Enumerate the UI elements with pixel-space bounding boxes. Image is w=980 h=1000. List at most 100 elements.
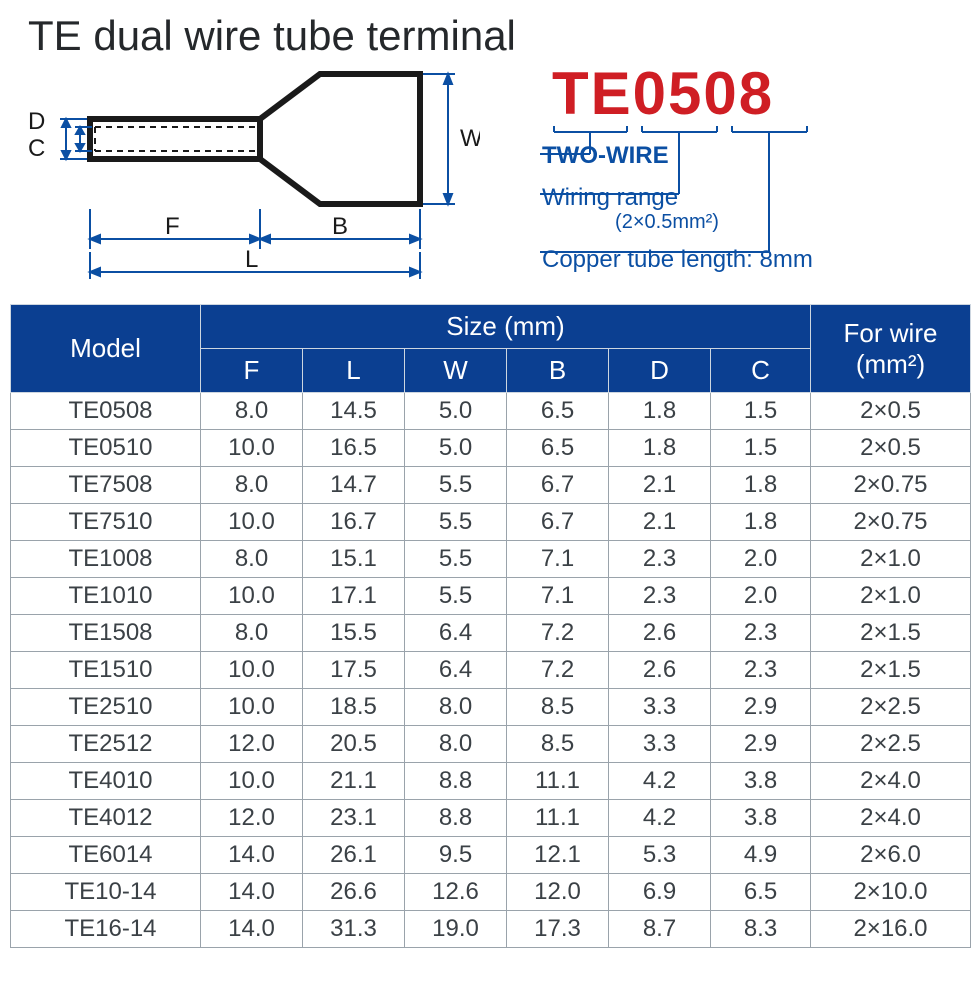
cell-wire: 2×0.75 <box>811 467 971 504</box>
cell-B: 7.2 <box>507 615 609 652</box>
cell-C: 2.9 <box>711 689 811 726</box>
cell-D: 3.3 <box>609 689 711 726</box>
cell-C: 3.8 <box>711 763 811 800</box>
cell-B: 11.1 <box>507 763 609 800</box>
cell-C: 1.8 <box>711 467 811 504</box>
cell-W: 5.5 <box>405 578 507 615</box>
cell-W: 5.5 <box>405 541 507 578</box>
cell-L: 21.1 <box>303 763 405 800</box>
cell-C: 4.9 <box>711 837 811 874</box>
dim-label-l: L <box>245 246 258 273</box>
cell-D: 2.6 <box>609 615 711 652</box>
cell-model: TE0508 <box>11 393 201 430</box>
cell-D: 2.1 <box>609 467 711 504</box>
cell-D: 5.3 <box>609 837 711 874</box>
cell-W: 12.6 <box>405 874 507 911</box>
table-row: TE101010.017.15.57.12.32.02×1.0 <box>11 578 971 615</box>
legend-two-wire: TWO-WIRE <box>542 142 813 170</box>
cell-model: TE1010 <box>11 578 201 615</box>
col-L: L <box>303 349 405 393</box>
col-B: B <box>507 349 609 393</box>
cell-F: 10.0 <box>201 652 303 689</box>
cell-model: TE2512 <box>11 726 201 763</box>
table-row: TE751010.016.75.56.72.11.82×0.75 <box>11 504 971 541</box>
cell-B: 7.2 <box>507 652 609 689</box>
col-wire: For wire (mm²) <box>811 305 971 393</box>
table-row: TE251010.018.58.08.53.32.92×2.5 <box>11 689 971 726</box>
cell-B: 8.5 <box>507 726 609 763</box>
cell-model: TE0510 <box>11 430 201 467</box>
cell-W: 5.0 <box>405 430 507 467</box>
cell-B: 12.0 <box>507 874 609 911</box>
table-row: TE601414.026.19.512.15.34.92×6.0 <box>11 837 971 874</box>
cell-C: 2.0 <box>711 578 811 615</box>
col-W: W <box>405 349 507 393</box>
cell-wire: 2×0.75 <box>811 504 971 541</box>
cell-L: 15.1 <box>303 541 405 578</box>
cell-wire: 2×1.5 <box>811 652 971 689</box>
cell-D: 2.1 <box>609 504 711 541</box>
cell-W: 8.0 <box>405 689 507 726</box>
cell-model: TE4012 <box>11 800 201 837</box>
model-code-legend: TE0508 <box>492 64 960 124</box>
cell-model: TE10-14 <box>11 874 201 911</box>
cell-model: TE7510 <box>11 504 201 541</box>
cell-wire: 2×4.0 <box>811 800 971 837</box>
cell-model: TE1508 <box>11 615 201 652</box>
dim-label-w: W <box>460 125 480 152</box>
table-row: TE401010.021.18.811.14.23.82×4.0 <box>11 763 971 800</box>
cell-model: TE6014 <box>11 837 201 874</box>
cell-model: TE16-14 <box>11 911 201 948</box>
col-F: F <box>201 349 303 393</box>
cell-L: 18.5 <box>303 689 405 726</box>
cell-F: 10.0 <box>201 504 303 541</box>
cell-B: 17.3 <box>507 911 609 948</box>
table-row: TE10-1414.026.612.612.06.96.52×10.0 <box>11 874 971 911</box>
cell-L: 14.7 <box>303 467 405 504</box>
cell-wire: 2×4.0 <box>811 763 971 800</box>
cell-D: 2.3 <box>609 541 711 578</box>
cell-W: 9.5 <box>405 837 507 874</box>
cell-F: 12.0 <box>201 726 303 763</box>
cell-D: 6.9 <box>609 874 711 911</box>
cell-L: 16.7 <box>303 504 405 541</box>
cell-F: 8.0 <box>201 541 303 578</box>
spec-table: Model Size (mm) For wire (mm²) F L W B D… <box>10 304 971 948</box>
cell-F: 14.0 <box>201 837 303 874</box>
cell-F: 8.0 <box>201 467 303 504</box>
table-header: Model Size (mm) For wire (mm²) F L W B D… <box>11 305 971 393</box>
cell-F: 10.0 <box>201 578 303 615</box>
top-row: D C W F B L TE0508 <box>0 64 980 304</box>
cell-F: 10.0 <box>201 763 303 800</box>
cell-D: 4.2 <box>609 763 711 800</box>
cell-wire: 2×2.5 <box>811 726 971 763</box>
cell-L: 20.5 <box>303 726 405 763</box>
cell-L: 17.5 <box>303 652 405 689</box>
cell-L: 17.1 <box>303 578 405 615</box>
table-row: TE15088.015.56.47.22.62.32×1.5 <box>11 615 971 652</box>
cell-C: 2.0 <box>711 541 811 578</box>
cell-D: 1.8 <box>609 393 711 430</box>
cell-D: 2.6 <box>609 652 711 689</box>
cell-W: 6.4 <box>405 615 507 652</box>
cell-W: 6.4 <box>405 652 507 689</box>
dim-label-f: F <box>165 213 180 240</box>
cell-B: 7.1 <box>507 541 609 578</box>
cell-L: 16.5 <box>303 430 405 467</box>
cell-C: 2.3 <box>711 652 811 689</box>
cell-W: 8.8 <box>405 763 507 800</box>
cell-wire: 2×16.0 <box>811 911 971 948</box>
cell-L: 23.1 <box>303 800 405 837</box>
cell-C: 1.8 <box>711 504 811 541</box>
legend-tube-length: Copper tube length: 8mm <box>542 246 813 274</box>
dim-label-b: B <box>332 213 348 240</box>
cell-F: 8.0 <box>201 393 303 430</box>
cell-F: 14.0 <box>201 874 303 911</box>
cell-model: TE2510 <box>11 689 201 726</box>
col-size-group: Size (mm) <box>201 305 811 349</box>
col-D: D <box>609 349 711 393</box>
cell-B: 7.1 <box>507 578 609 615</box>
cell-D: 4.2 <box>609 800 711 837</box>
cell-D: 2.3 <box>609 578 711 615</box>
cell-F: 12.0 <box>201 800 303 837</box>
